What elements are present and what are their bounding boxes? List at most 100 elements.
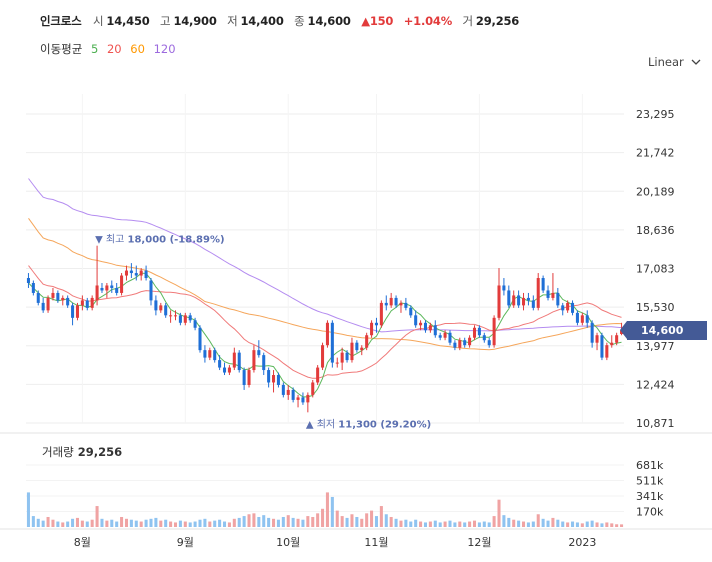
candle-body [575, 312, 579, 323]
candle-body [95, 285, 99, 301]
volume-bar [227, 522, 231, 527]
volume-bar [159, 520, 163, 527]
candle-body [242, 370, 246, 385]
chevron-down-icon [691, 59, 701, 65]
ma-60-line [28, 218, 622, 351]
candle-body [472, 327, 477, 338]
price-tick-label: 10,871 [636, 417, 675, 430]
change-value: ▲150 [361, 14, 394, 28]
volume-bar [276, 519, 280, 527]
ma-20-label: 20 [106, 42, 122, 56]
candle-body [26, 278, 30, 283]
ma-5-label: 5 [90, 42, 99, 56]
volume-bar [595, 522, 599, 527]
volume-bar [80, 520, 84, 527]
price-tick-label: 12,424 [636, 378, 675, 391]
volume-bar [453, 522, 457, 527]
volume-bar [497, 499, 501, 527]
time-tick-label: 2023 [568, 536, 596, 549]
volume-bar [590, 520, 594, 527]
volume-bar [330, 496, 334, 527]
price-tick-label: 18,636 [636, 224, 675, 237]
volume-bar [134, 520, 138, 527]
volume-bar [129, 519, 133, 527]
volume-bar [414, 519, 418, 527]
candle-body [561, 305, 565, 311]
ma-60-label: 60 [130, 42, 145, 56]
candle-body [257, 350, 261, 356]
volume-bar [321, 508, 325, 527]
volume-panel-title: 거래량 29,256 [42, 444, 122, 460]
high-annotation-marker: ▼ 최고 [95, 234, 127, 246]
candle-body [183, 315, 187, 323]
candle-body [399, 302, 403, 306]
candle-body [330, 322, 334, 363]
ma-legend-label: 이동평균 [40, 42, 83, 56]
candle-body [90, 297, 94, 308]
volume-bar [360, 518, 364, 527]
candle-body [169, 315, 173, 317]
volume-bar [404, 519, 408, 527]
volume-bar [575, 522, 579, 527]
candle-body [46, 297, 50, 311]
volume-bar [120, 516, 124, 527]
change-percent: +1.04% [403, 14, 453, 28]
volume-bar [232, 518, 236, 527]
ma-120-label: 120 [153, 42, 176, 56]
volume-bar [222, 521, 227, 527]
volume-bar [110, 519, 114, 527]
volume-bar [512, 519, 516, 527]
candle-body [350, 342, 354, 361]
stock-name: 인크로스 [40, 14, 82, 28]
candle-body [110, 285, 114, 288]
candle-body [41, 302, 45, 311]
candle-body [213, 350, 217, 361]
close-label: 종 [294, 14, 305, 28]
candle-body [404, 302, 408, 308]
volume-bar [551, 517, 555, 527]
candle-body [428, 325, 432, 331]
candle-body [551, 292, 555, 298]
scale-mode-dropdown[interactable]: Linear [648, 55, 701, 69]
candle-body [526, 297, 530, 301]
candle-body [600, 335, 604, 358]
candle-body [134, 273, 138, 276]
volume-bar [507, 517, 511, 527]
candle-body [610, 342, 614, 346]
open-value: 14,450 [106, 14, 150, 28]
volume-bar [306, 516, 310, 527]
candle-body [61, 297, 65, 301]
volume-bar [428, 521, 432, 527]
candle-body [276, 375, 280, 385]
candle-body [389, 297, 393, 306]
volume-bar [296, 518, 300, 527]
candle-body [423, 322, 428, 331]
volume-bar [203, 518, 207, 527]
candle-body [507, 290, 511, 306]
volume-bar [571, 521, 575, 527]
candle-body [262, 355, 266, 371]
volume-bar [561, 521, 565, 527]
volume-bar [335, 510, 339, 527]
candle-body [115, 287, 119, 293]
volume-bar [477, 522, 481, 527]
volume-bar [144, 519, 148, 527]
candle-body [365, 335, 369, 348]
volume-bar [423, 522, 428, 527]
candle-body [198, 327, 202, 351]
volume-bar [71, 518, 75, 527]
volume-bar [100, 518, 104, 527]
candle-body [51, 292, 55, 298]
price-tick-label: 21,742 [636, 147, 675, 160]
volume-bar [409, 521, 413, 527]
volume-bar [374, 516, 378, 527]
candle-body [139, 270, 143, 276]
volume-bar [257, 516, 261, 527]
volume-value: 29,256 [475, 14, 520, 28]
candle-body [571, 302, 575, 313]
volume-bar [183, 521, 187, 527]
volume-bar [213, 520, 217, 527]
candle-body [497, 285, 501, 318]
candle-body [502, 285, 506, 291]
